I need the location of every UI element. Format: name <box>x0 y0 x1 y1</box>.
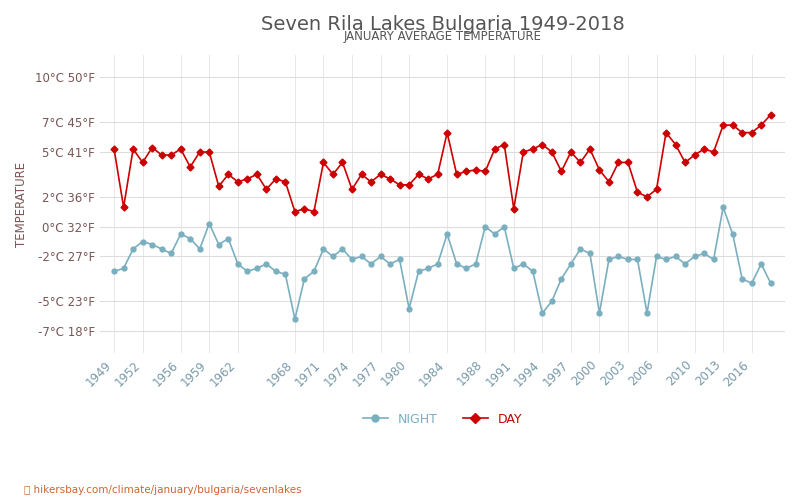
Text: 📍 hikersbay.com/climate/january/bulgaria/sevenlakes: 📍 hikersbay.com/climate/january/bulgaria… <box>24 485 302 495</box>
Y-axis label: TEMPERATURE: TEMPERATURE <box>15 162 28 247</box>
Text: JANUARY AVERAGE TEMPERATURE: JANUARY AVERAGE TEMPERATURE <box>343 30 542 43</box>
Title: Seven Rila Lakes Bulgaria 1949-2018: Seven Rila Lakes Bulgaria 1949-2018 <box>261 15 624 34</box>
Legend: NIGHT, DAY: NIGHT, DAY <box>358 408 527 431</box>
